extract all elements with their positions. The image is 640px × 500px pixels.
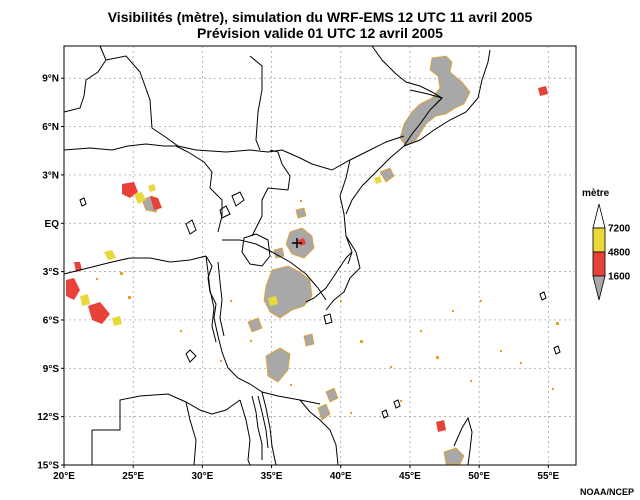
lat-tick-label: 3°N	[42, 170, 59, 181]
map-title-line1: Visibilités (mètre), simulation du WRF-E…	[107, 9, 533, 25]
legend-swatch-red	[592, 251, 606, 277]
lon-tick-label: 20°E	[53, 471, 75, 482]
visibility-legend: mètre 7200 4800 1600	[582, 188, 631, 301]
visibility-yellow-areas	[80, 176, 382, 326]
lat-tick-label: 15°S	[37, 461, 59, 472]
lat-tick-label: 3°S	[43, 267, 60, 278]
legend-level-label: 7200	[608, 224, 631, 235]
latitude-labels: 9°N 6°N 3°N EQ 3°S 6°S 9°S 12°S 15°S	[37, 74, 64, 472]
city-marker	[292, 238, 302, 248]
lat-tick-label: 9°N	[42, 74, 59, 85]
map-title-line2: Prévision valide 01 UTC 12 avril 2005	[197, 25, 443, 41]
lat-tick-label: 6°N	[42, 122, 59, 133]
lon-tick-label: 40°E	[330, 471, 352, 482]
lon-tick-label: 35°E	[261, 471, 283, 482]
lon-tick-label: 25°E	[122, 471, 144, 482]
lon-tick-label: 30°E	[191, 471, 213, 482]
legend-color-bar	[592, 203, 606, 301]
legend-swatch-grey	[592, 275, 606, 301]
legend-swatch-yellow	[592, 227, 606, 253]
credit-label: NOAA/NCEP	[579, 487, 634, 497]
lon-tick-label: 45°E	[399, 471, 421, 482]
longitude-labels: 20°E 25°E 30°E 35°E 40°E 45°E 50°E 55°E	[53, 465, 560, 482]
legend-level-label: 4800	[608, 248, 631, 259]
visibility-speckles	[96, 200, 559, 414]
legend-level-label: 1600	[608, 272, 631, 283]
legend-title: mètre	[582, 188, 610, 199]
map-grid	[64, 46, 576, 465]
lon-tick-label: 55°E	[537, 471, 559, 482]
lat-tick-label: 6°S	[43, 315, 60, 326]
legend-level-labels: 7200 4800 1600	[608, 224, 631, 283]
lat-tick-label: 12°S	[37, 412, 59, 423]
lat-tick-label: 9°S	[43, 364, 60, 375]
legend-swatch-white	[592, 203, 606, 229]
country-borders	[63, 45, 561, 466]
lat-tick-label: EQ	[45, 219, 60, 230]
map-frame	[63, 45, 577, 466]
lon-tick-label: 50°E	[468, 471, 490, 482]
